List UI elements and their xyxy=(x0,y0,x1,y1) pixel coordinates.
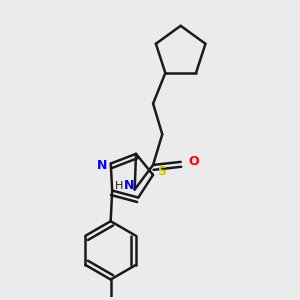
Text: N: N xyxy=(97,159,107,172)
Text: S: S xyxy=(157,165,166,178)
Text: O: O xyxy=(188,155,199,168)
Text: N: N xyxy=(124,179,134,192)
Text: H: H xyxy=(115,182,124,191)
